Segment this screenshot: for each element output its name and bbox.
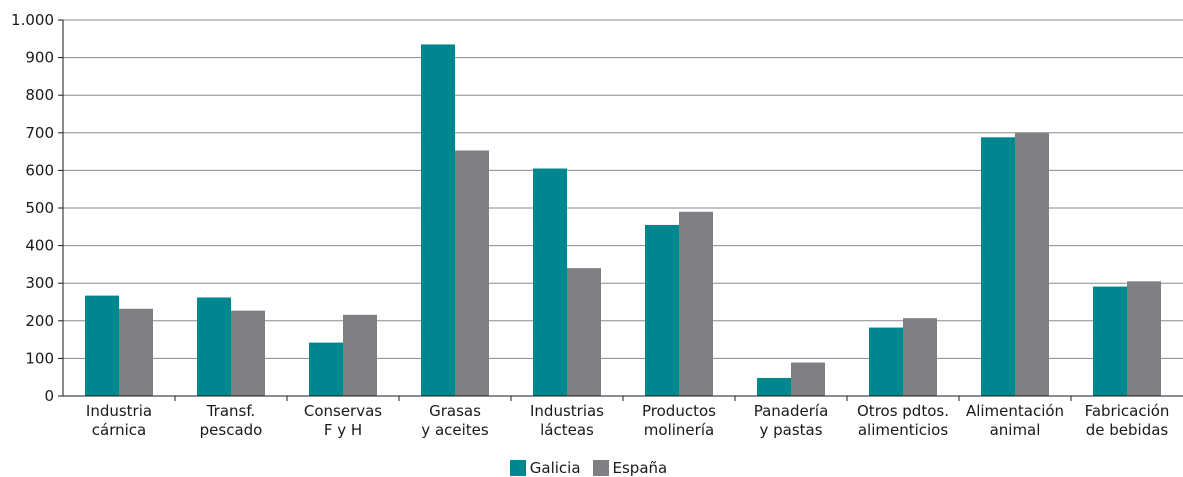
x-category-label: Industria cárnica: [86, 402, 152, 439]
x-category-label: Otros pdtos. alimenticios: [857, 402, 949, 439]
bar-españa: [567, 268, 601, 396]
bar-galicia: [757, 377, 791, 396]
y-axis: 0 100 200 300 400 500 600 700 800 900 1.000: [11, 11, 64, 405]
bar-españa: [903, 318, 937, 396]
y-tick-label: 400: [25, 237, 54, 255]
x-axis: Industria cárnica Transf. pescado Conservas F…: [58, 395, 1183, 439]
legend-label-espana: España: [612, 458, 668, 477]
bars: [85, 44, 1161, 397]
y-tick-label: 900: [25, 49, 54, 67]
bar-galicia: [869, 327, 903, 396]
bar-españa: [119, 308, 153, 396]
y-tick-label: 200: [25, 312, 54, 330]
y-tick-label: 600: [25, 161, 54, 179]
x-category-label: Transf. pescado: [200, 402, 263, 439]
bar-galicia: [645, 224, 679, 396]
bar-galicia: [1093, 286, 1127, 396]
x-category-label: Alimentación animal: [966, 402, 1064, 439]
x-category-label: Panadería y pastas: [754, 402, 829, 439]
bar-españa: [1015, 132, 1049, 397]
y-tick-label: 0: [44, 387, 54, 405]
bar-españa: [791, 362, 825, 396]
y-tick-label: 1.000: [11, 11, 54, 29]
legend: Galicia España: [0, 458, 1183, 477]
legend-swatch-espana: [592, 459, 609, 476]
y-tick-label: 800: [25, 86, 54, 104]
x-category-label: Fabricación de bebidas: [1085, 402, 1170, 439]
legend-item-galicia: Galicia: [509, 458, 581, 477]
legend-item-espana: España: [592, 458, 668, 477]
bar-galicia: [981, 137, 1015, 396]
bar-galicia: [197, 297, 231, 396]
y-tick-label: 300: [25, 274, 54, 292]
y-tick-label: 700: [25, 124, 54, 142]
bar-chart: 0 100 200 300 400 500 600 700 800 900 1.000 Indust…: [11, 11, 1183, 439]
bar-españa: [679, 211, 713, 396]
x-category-label: Industrias lácteas: [530, 402, 604, 439]
y-tick-label: 500: [25, 199, 54, 217]
y-tick-label: 100: [25, 349, 54, 367]
legend-swatch-galicia: [509, 459, 526, 476]
x-category-label: Productos molinería: [642, 402, 716, 439]
legend-label-galicia: Galicia: [529, 458, 581, 477]
bar-españa: [343, 314, 377, 396]
bar-galicia: [421, 44, 455, 396]
bar-galicia: [533, 168, 567, 396]
bar-galicia: [309, 342, 343, 396]
x-category-label: Grasas y aceites: [421, 402, 489, 439]
bar-españa: [455, 150, 489, 396]
bar-galicia: [85, 295, 119, 396]
bar-españa: [1127, 281, 1161, 396]
bar-españa: [231, 310, 265, 396]
x-category-label: Conservas F y H: [304, 402, 382, 439]
